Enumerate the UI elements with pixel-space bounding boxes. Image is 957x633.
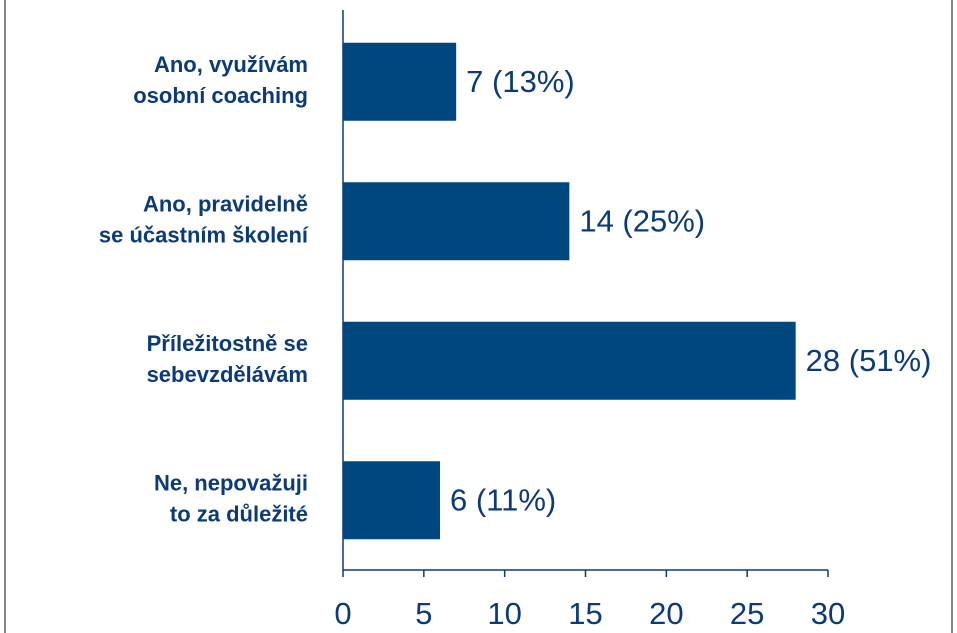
bar: [343, 321, 796, 400]
bar: [343, 461, 440, 540]
category-label: Příležitostně se: [147, 331, 308, 356]
category-label: Ano, pravidelně: [143, 192, 308, 217]
category-label: Ano, využívám: [154, 52, 308, 77]
value-label: 7 (13%): [466, 64, 575, 99]
value-label: 6 (11%): [450, 482, 556, 517]
value-label: 28 (51%): [806, 343, 932, 378]
bar: [343, 42, 457, 121]
x-tick-label: 25: [730, 596, 764, 631]
category-label: to za důležité: [170, 502, 308, 527]
x-tick-label: 0: [334, 596, 351, 631]
x-tick-label: 10: [487, 596, 521, 631]
bar: [343, 182, 570, 261]
category-label: osobní coaching: [133, 83, 308, 108]
frame: [4, 0, 953, 633]
x-tick-label: 30: [811, 596, 845, 631]
value-label: 14 (25%): [579, 203, 705, 238]
category-label: sebevzdělávám: [147, 362, 308, 387]
x-tick-label: 5: [415, 596, 432, 631]
x-tick-label: 15: [568, 596, 602, 631]
x-tick-label: 20: [649, 596, 683, 631]
category-label: se účastním školení: [99, 223, 309, 248]
category-label: Ne, nepovažuji: [154, 471, 308, 496]
